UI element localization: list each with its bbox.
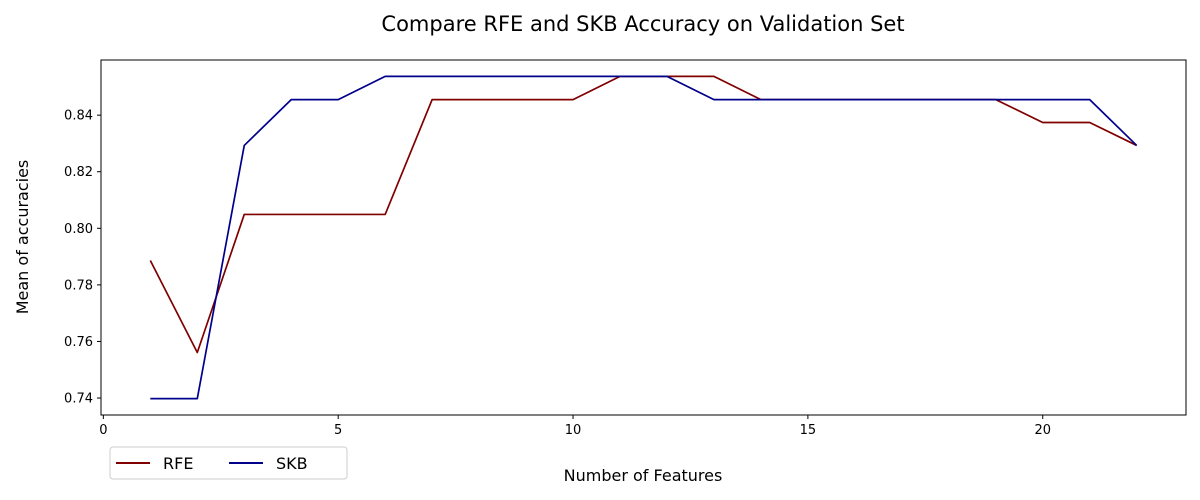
x-tick-label: 15: [800, 423, 817, 438]
legend-label-rfe: RFE: [163, 454, 193, 473]
y-tick-label: 0.80: [64, 222, 93, 237]
legend-frame: [109, 446, 348, 480]
x-tick-label: 10: [565, 423, 582, 438]
legend-label-skb: SKB: [276, 454, 308, 473]
y-tick-label: 0.82: [64, 165, 93, 180]
x-tick-label: 0: [99, 423, 107, 438]
plot-frame: [100, 59, 1187, 416]
x-tick-label: 5: [334, 423, 342, 438]
y-tick-label: 0.84: [64, 109, 93, 124]
y-tick-label: 0.78: [64, 278, 93, 293]
series-line-skb: [150, 75, 1138, 400]
plot-area: 0 5 10 15 20 0.74 0.76 0.78 0.80 0.82 0.84: [64, 59, 1187, 438]
x-axis: 0 5 10 15 20: [99, 415, 1051, 438]
y-axis: 0.74 0.76 0.78 0.80 0.82 0.84: [64, 109, 101, 407]
y-tick-label: 0.76: [64, 335, 93, 350]
series-lines: [149, 75, 1138, 400]
y-axis-title: Mean of accuracies: [13, 160, 32, 315]
x-tick-label: 20: [1034, 423, 1051, 438]
series-line-rfe: [149, 75, 1138, 354]
x-axis-title: Number of Features: [564, 466, 723, 485]
legend: RFE SKB: [109, 446, 348, 480]
y-tick-label: 0.74: [64, 392, 93, 407]
chart-title: Compare RFE and SKB Accuracy on Validati…: [381, 12, 904, 36]
